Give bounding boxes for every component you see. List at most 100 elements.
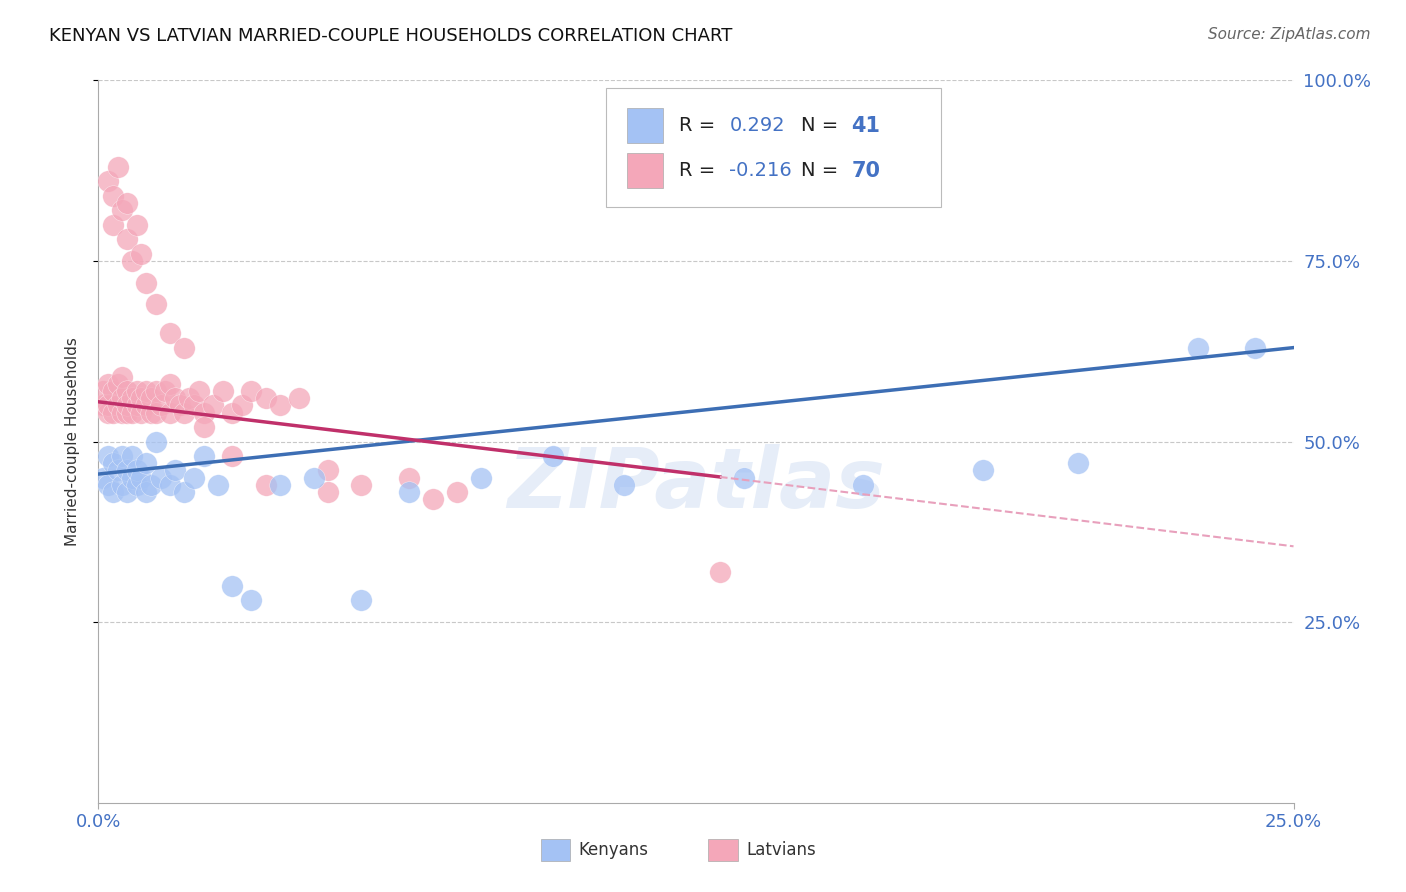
Point: [613, 478, 636, 492]
Text: ZIPatlas: ZIPatlas: [508, 444, 884, 525]
Point: [193, 406, 215, 420]
Point: [107, 160, 129, 174]
Text: R =: R =: [679, 116, 721, 136]
Point: [139, 478, 162, 492]
Point: [131, 391, 153, 405]
Point: [207, 478, 229, 492]
Point: [231, 398, 253, 412]
Point: [91, 398, 114, 412]
Point: [159, 478, 181, 492]
Point: [101, 189, 124, 203]
Point: [240, 384, 263, 398]
Point: [221, 449, 243, 463]
Point: [97, 478, 120, 492]
Point: [111, 203, 134, 218]
Point: [972, 463, 994, 477]
Point: [173, 406, 195, 420]
Point: [101, 485, 124, 500]
Point: [316, 485, 339, 500]
Point: [187, 384, 209, 398]
FancyBboxPatch shape: [709, 838, 738, 861]
Point: [211, 384, 233, 398]
Point: [709, 565, 731, 579]
Point: [107, 376, 129, 391]
Point: [183, 470, 205, 484]
Point: [254, 391, 277, 405]
Point: [852, 478, 875, 492]
Point: [111, 369, 134, 384]
Point: [316, 463, 339, 477]
Point: [131, 406, 153, 420]
Point: [446, 485, 468, 500]
Point: [240, 593, 263, 607]
Text: KENYAN VS LATVIAN MARRIED-COUPLE HOUSEHOLDS CORRELATION CHART: KENYAN VS LATVIAN MARRIED-COUPLE HOUSEHO…: [49, 27, 733, 45]
Point: [350, 478, 373, 492]
Point: [131, 246, 153, 260]
Text: Latvians: Latvians: [747, 841, 815, 859]
Point: [163, 391, 186, 405]
Point: [169, 398, 191, 412]
Point: [173, 485, 195, 500]
Point: [145, 297, 167, 311]
Point: [101, 384, 124, 398]
Point: [135, 398, 157, 412]
Point: [159, 406, 181, 420]
Point: [183, 398, 205, 412]
Point: [125, 478, 148, 492]
Point: [115, 406, 138, 420]
Point: [125, 398, 148, 412]
Point: [111, 478, 134, 492]
Point: [135, 384, 157, 398]
Point: [115, 196, 138, 211]
Point: [125, 218, 148, 232]
Point: [139, 391, 162, 405]
Point: [422, 492, 444, 507]
Text: 0.292: 0.292: [730, 116, 785, 136]
Point: [115, 232, 138, 246]
Point: [193, 449, 215, 463]
Text: N =: N =: [801, 116, 845, 136]
Point: [145, 434, 167, 449]
Point: [269, 478, 291, 492]
Point: [302, 470, 325, 484]
Point: [159, 326, 181, 340]
Point: [101, 218, 124, 232]
Point: [221, 406, 243, 420]
Point: [149, 398, 172, 412]
Point: [398, 470, 420, 484]
Point: [111, 406, 134, 420]
Point: [221, 579, 243, 593]
Text: 41: 41: [852, 116, 880, 136]
FancyBboxPatch shape: [606, 87, 941, 207]
Point: [541, 449, 564, 463]
Point: [135, 276, 157, 290]
FancyBboxPatch shape: [627, 153, 662, 188]
Point: [111, 449, 134, 463]
Point: [115, 485, 138, 500]
Point: [398, 485, 420, 500]
Point: [121, 449, 143, 463]
Point: [163, 463, 186, 477]
Text: 70: 70: [852, 161, 880, 180]
Y-axis label: Married-couple Households: Married-couple Households: [65, 337, 80, 546]
Point: [145, 384, 167, 398]
Point: [107, 463, 129, 477]
Point: [121, 406, 143, 420]
Point: [202, 398, 225, 412]
Point: [135, 456, 157, 470]
Point: [97, 398, 120, 412]
Point: [97, 449, 120, 463]
Point: [97, 406, 120, 420]
Text: R =: R =: [679, 161, 721, 180]
Point: [254, 478, 277, 492]
Point: [149, 470, 172, 484]
Point: [135, 485, 157, 500]
Point: [269, 398, 291, 412]
Text: Source: ZipAtlas.com: Source: ZipAtlas.com: [1208, 27, 1371, 42]
Point: [733, 470, 755, 484]
Point: [125, 384, 148, 398]
Point: [131, 470, 153, 484]
Point: [91, 384, 114, 398]
Text: -0.216: -0.216: [730, 161, 792, 180]
Point: [350, 593, 373, 607]
